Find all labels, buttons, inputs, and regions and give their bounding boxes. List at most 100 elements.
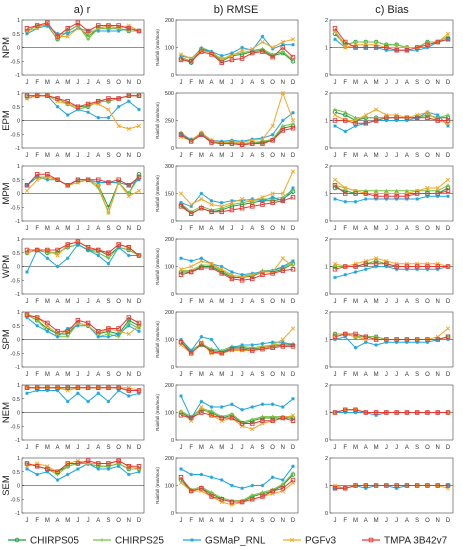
y-tick-label: 0 <box>171 73 174 79</box>
data-point <box>219 200 224 205</box>
data-point <box>116 29 121 33</box>
data-point <box>353 191 358 196</box>
data-point <box>199 486 204 491</box>
data-point <box>178 57 184 63</box>
data-point <box>270 195 275 199</box>
series-tmpa-3b42v7 <box>332 182 451 199</box>
data-point <box>291 396 295 401</box>
x-tick-label: A <box>210 518 214 524</box>
data-point <box>86 110 90 115</box>
data-point <box>219 405 224 409</box>
data-point <box>239 205 245 211</box>
x-tick-label: J <box>87 372 90 378</box>
data-point <box>425 340 430 345</box>
data-point <box>250 493 255 497</box>
data-point <box>219 56 224 61</box>
data-point <box>343 45 348 50</box>
data-point <box>405 188 409 193</box>
x-tick-label: M <box>353 445 358 451</box>
data-point <box>45 469 50 474</box>
data-point <box>435 191 440 196</box>
x-tick-label: J <box>241 153 244 159</box>
data-point <box>240 139 244 144</box>
y-tick-label: 100 <box>165 484 174 490</box>
y-axis-label: Rainfall (mm/mon) <box>155 175 160 212</box>
data-point <box>394 264 399 269</box>
data-point <box>260 494 265 499</box>
legend-item-chirps25: CHIRPS25 <box>93 536 164 547</box>
data-point <box>291 42 295 47</box>
data-point <box>188 59 194 64</box>
data-point <box>332 182 338 188</box>
data-point <box>435 118 440 123</box>
series-tmpa-3b42v7 <box>24 239 142 258</box>
data-point <box>136 464 142 469</box>
data-point <box>446 113 450 117</box>
data-point <box>260 195 265 200</box>
y-tick-label: 1 <box>17 383 20 389</box>
data-point <box>116 464 121 469</box>
data-point <box>445 334 451 340</box>
x-tick-label: J <box>385 153 388 159</box>
legend-label: GSMaP_RNL <box>205 536 266 547</box>
y-axis-label: Rainfall (mm/mon) <box>155 248 160 285</box>
data-point <box>333 37 337 42</box>
x-tick-label: S <box>260 80 264 86</box>
x-tick-label: J <box>76 226 79 232</box>
y-tick-label: 0 <box>171 438 174 444</box>
x-tick-label: F <box>35 445 39 451</box>
x-tick-label: J <box>395 80 398 86</box>
data-point <box>280 415 286 421</box>
x-tick-label: M <box>45 153 50 159</box>
x-tick-label: A <box>96 226 100 232</box>
data-point <box>260 490 265 495</box>
x-tick-label: F <box>343 299 347 305</box>
x-tick-label: J <box>26 445 29 451</box>
data-point <box>219 415 224 421</box>
data-point <box>127 394 131 398</box>
data-point <box>229 207 235 213</box>
series-tmpa-3b42v7 <box>24 20 142 39</box>
data-point <box>343 331 348 337</box>
data-point <box>178 52 184 57</box>
data-point <box>76 242 80 247</box>
data-point <box>404 264 410 269</box>
data-point <box>106 107 111 112</box>
data-point <box>446 37 450 42</box>
data-point <box>384 483 389 488</box>
data-point <box>199 265 204 271</box>
data-point <box>445 177 451 182</box>
data-point <box>106 385 111 391</box>
x-tick-label: J <box>241 372 244 378</box>
data-point <box>394 410 399 415</box>
data-point <box>106 467 111 471</box>
x-tick-label: J <box>241 518 244 524</box>
data-point <box>260 34 265 39</box>
data-point <box>24 312 30 317</box>
data-point <box>65 329 70 334</box>
x-tick-label: N <box>281 518 285 524</box>
data-point <box>189 348 193 353</box>
data-point <box>374 264 378 269</box>
x-tick-label: M <box>374 445 379 451</box>
data-point <box>404 337 410 342</box>
data-point <box>373 261 379 267</box>
y-tick-label: 0 <box>325 73 328 79</box>
column-title-r: a) r <box>74 4 91 16</box>
data-point <box>363 112 368 118</box>
data-point <box>24 461 30 466</box>
y-tick-label: 200 <box>165 456 174 462</box>
data-point <box>55 469 60 475</box>
data-point <box>280 268 286 273</box>
y-tick-label: 2 <box>325 164 328 170</box>
data-point <box>363 191 369 196</box>
data-point <box>332 118 338 123</box>
data-point <box>230 270 234 274</box>
data-point <box>363 261 369 267</box>
data-point <box>45 93 50 98</box>
y-axis-label: Rainfall (mm/mon) <box>155 321 160 358</box>
y-tick-label: -1 <box>15 146 20 152</box>
y-tick-label: 0 <box>325 438 328 444</box>
